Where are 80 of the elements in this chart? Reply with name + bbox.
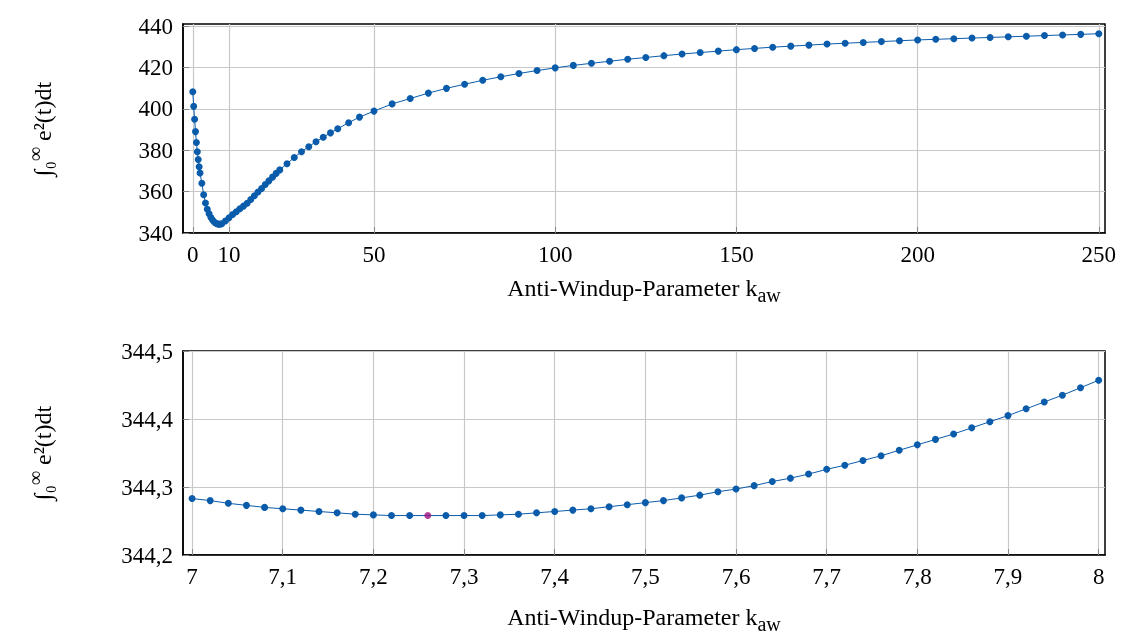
point: [406, 512, 414, 520]
point: [805, 470, 813, 478]
x-tick-label: 7: [186, 564, 198, 589]
x-tick-label: 7,3: [449, 564, 479, 589]
point: [696, 491, 704, 499]
point: [859, 456, 867, 464]
point: [478, 512, 486, 520]
x-tick-label: 7,1: [268, 564, 298, 589]
point: [351, 510, 359, 518]
point: [587, 505, 595, 513]
point: [768, 478, 776, 486]
point: [369, 511, 377, 519]
y-tick-label: 344,5: [121, 338, 173, 364]
x-tick-label: 7,5: [630, 564, 660, 589]
point: [714, 488, 722, 496]
point: [950, 430, 958, 438]
point: [1077, 384, 1085, 392]
point: [242, 501, 250, 509]
point: [931, 435, 939, 443]
point: [895, 446, 903, 454]
point: [841, 461, 849, 469]
point: [823, 465, 831, 473]
point: [913, 441, 921, 449]
y-tick-label: 360: [138, 179, 173, 205]
point: [660, 497, 667, 505]
point: [442, 512, 450, 520]
x-tick-label: 7,9: [993, 564, 1023, 589]
point: [678, 494, 686, 502]
x-tick-label: 7,8: [902, 564, 932, 589]
point: [1095, 376, 1103, 384]
point: [188, 495, 196, 503]
point: [206, 497, 214, 505]
point: [333, 509, 341, 517]
x-tick-label: 0: [187, 242, 199, 267]
point: [388, 512, 396, 520]
y-tick-label: 344,4: [121, 406, 174, 432]
y-tick-label: 380: [138, 137, 173, 163]
point: [424, 512, 432, 520]
point: [1058, 391, 1066, 399]
x-tick-label: 7,4: [540, 564, 570, 589]
point: [605, 503, 613, 511]
point: [641, 499, 649, 507]
x-tick-label: 200: [900, 242, 935, 267]
point: [460, 512, 468, 520]
point: [297, 506, 305, 514]
point: [315, 507, 323, 515]
x-tick-label: 10: [217, 242, 241, 267]
point: [786, 474, 794, 482]
y-tick-label: 420: [138, 54, 173, 80]
x-axis-title: Anti-Windup-Parameter k$_{aw}$: [506, 604, 782, 636]
y-tick-label: 400: [138, 96, 173, 122]
x-tick-label: 7,6: [721, 564, 751, 589]
point: [1022, 405, 1030, 413]
point: [551, 507, 559, 515]
point: [750, 482, 758, 490]
point: [514, 510, 522, 518]
point: [1004, 412, 1012, 420]
point: [877, 452, 885, 460]
point: [261, 503, 269, 511]
y-tick-label: 344,3: [121, 474, 173, 500]
y-tick-label: 344,2: [121, 542, 173, 568]
x-axis-title: Anti-Windup-Parameter k$_{aw}$: [506, 275, 782, 307]
point: [986, 418, 994, 426]
y-tick-label: 340: [138, 220, 173, 246]
x-tick-label: 7,2: [359, 564, 388, 589]
point: [224, 499, 232, 507]
y-tick-label: 440: [138, 13, 173, 39]
point: [968, 424, 976, 432]
point: [623, 501, 631, 509]
x-tick-label: 250: [1081, 242, 1117, 267]
x-tick-label: 50: [362, 242, 386, 267]
x-tick-label: 8: [1092, 564, 1105, 589]
point: [569, 506, 577, 514]
point: [1040, 398, 1048, 406]
point: [533, 509, 541, 517]
x-tick-label: 100: [537, 242, 573, 267]
x-tick-label: 150: [719, 242, 754, 267]
x-tick-label: 7,7: [812, 564, 842, 589]
point: [496, 511, 504, 519]
point: [279, 505, 287, 513]
